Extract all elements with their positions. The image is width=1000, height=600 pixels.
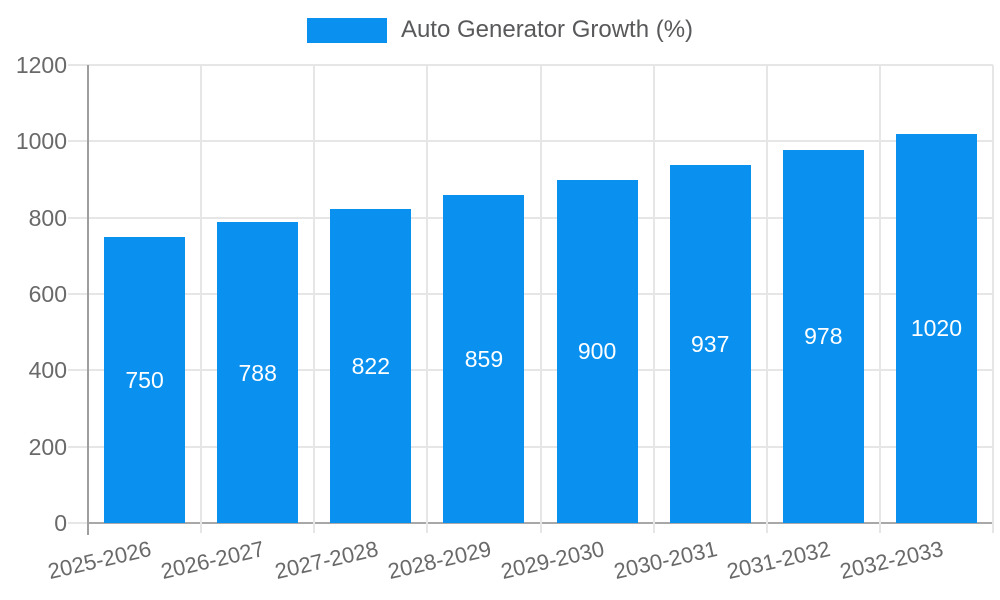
y-tick-mark [68, 64, 88, 66]
x-gridline [313, 65, 316, 533]
y-tick-label: 600 [28, 281, 67, 307]
bar[interactable] [217, 222, 299, 523]
y-tick-label: 800 [28, 204, 67, 231]
y-tick-label: 1200 [15, 52, 67, 78]
x-gridline [426, 65, 429, 533]
x-tick-label: 2030-2031 [611, 536, 720, 585]
x-gridline [652, 65, 655, 533]
bar-value-label: 788 [238, 359, 277, 386]
bar-value-label: 859 [464, 346, 504, 373]
y-axis-line [87, 65, 89, 535]
chart-legend[interactable]: Auto Generator Growth (%) [0, 16, 1000, 44]
bar[interactable] [443, 195, 525, 523]
y-tick-mark [68, 369, 88, 372]
x-gridline [878, 65, 881, 533]
bar[interactable] [104, 236, 186, 523]
bar-value-label: 750 [125, 366, 164, 393]
y-tick-mark [68, 445, 88, 448]
x-gridline [200, 65, 203, 533]
x-tick-label: 2028-2029 [385, 536, 494, 585]
x-tick-label: 2025-2026 [45, 536, 154, 585]
legend-label: Auto Generator Growth (%) [400, 16, 694, 43]
bar[interactable] [330, 209, 412, 523]
bar[interactable] [895, 133, 977, 523]
bar-value-label: 978 [804, 323, 843, 350]
x-tick-label: 2027-2028 [272, 536, 381, 585]
y-tick-label: 400 [28, 357, 67, 384]
bar[interactable] [782, 149, 864, 523]
y-tick-label: 0 [54, 510, 67, 536]
x-gridline [765, 65, 768, 533]
y-tick-label: 200 [28, 433, 67, 460]
bar[interactable] [556, 179, 638, 523]
legend-swatch-icon [306, 17, 387, 43]
bar[interactable] [669, 165, 751, 523]
bar-value-label: 900 [577, 338, 617, 365]
y-tick-mark [68, 522, 88, 524]
y-tick-mark [68, 293, 88, 295]
y-tick-mark [68, 216, 88, 219]
x-tick-label: 2032-2033 [837, 536, 946, 585]
bar-value-label: 822 [351, 353, 390, 380]
x-gridline [992, 65, 994, 533]
x-tick-label: 2026-2027 [158, 536, 268, 585]
x-tick-label: 2029-2030 [498, 536, 607, 585]
y-tick-label: 1000 [15, 128, 67, 155]
y-tick-mark [68, 140, 88, 143]
x-tick-label: 2031-2032 [724, 536, 833, 585]
bar-value-label: 937 [691, 331, 730, 358]
x-gridline [539, 65, 542, 533]
bar-value-label: 1020 [910, 315, 963, 342]
